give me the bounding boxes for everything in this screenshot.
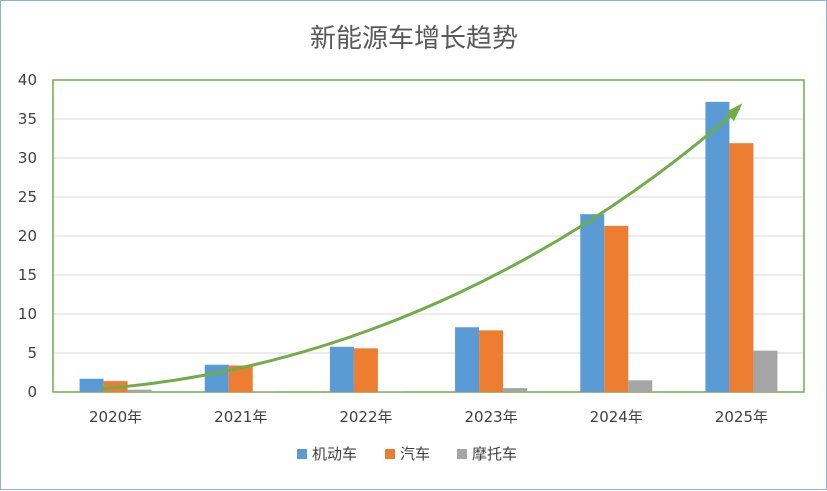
bar-汽车-2022年 — [354, 348, 378, 392]
bar-摩托车-2025年 — [753, 351, 777, 392]
bar-机动车-2023年 — [455, 327, 479, 392]
bar-机动车-2024年 — [580, 214, 604, 392]
y-tick-label: 40 — [18, 71, 37, 89]
y-tick-label: 25 — [18, 188, 37, 206]
bar-机动车-2020年 — [80, 379, 104, 392]
x-tick-label: 2020年 — [89, 408, 142, 426]
x-axis-labels: 2020年 2021年 2022年 2023年 2024年 2025年 — [89, 408, 768, 426]
bar-机动车-2022年 — [330, 347, 354, 392]
trend-curve — [101, 108, 740, 389]
legend: 机动车 汽车 摩托车 — [297, 445, 517, 463]
y-tick-label: 20 — [18, 227, 37, 245]
bar-摩托车-2024年 — [628, 380, 652, 392]
bars — [80, 102, 778, 392]
gridlines — [53, 80, 804, 392]
y-axis-labels: 0 5 10 15 20 25 30 35 40 — [18, 71, 37, 401]
legend-label: 汽车 — [400, 445, 430, 463]
legend-swatch — [385, 449, 395, 459]
x-tick-label: 2021年 — [214, 408, 267, 426]
bar-机动车-2025年 — [705, 102, 729, 392]
legend-label: 机动车 — [312, 445, 357, 463]
y-tick-label: 30 — [18, 149, 37, 167]
legend-label: 摩托车 — [472, 445, 517, 463]
bar-摩托车-2020年 — [128, 390, 152, 392]
y-tick-label: 0 — [27, 383, 37, 401]
bar-机动车-2021年 — [205, 365, 229, 392]
trend-arrow — [101, 103, 743, 389]
legend-swatch — [457, 449, 467, 459]
bar-汽车-2024年 — [604, 226, 628, 392]
chart-title: 新能源车增长趋势 — [310, 24, 518, 54]
x-tick-label: 2023年 — [464, 408, 517, 426]
y-tick-label: 35 — [18, 110, 37, 128]
y-tick-label: 5 — [27, 344, 37, 362]
x-tick-label: 2024年 — [590, 408, 643, 426]
y-tick-label: 15 — [18, 266, 37, 284]
bar-摩托车-2023年 — [503, 388, 527, 392]
x-tick-label: 2022年 — [339, 408, 392, 426]
y-tick-label: 10 — [18, 305, 37, 323]
x-tick-label: 2025年 — [715, 408, 768, 426]
bar-汽车-2023年 — [479, 330, 503, 392]
legend-swatch — [297, 449, 307, 459]
bar-汽车-2025年 — [729, 143, 753, 392]
